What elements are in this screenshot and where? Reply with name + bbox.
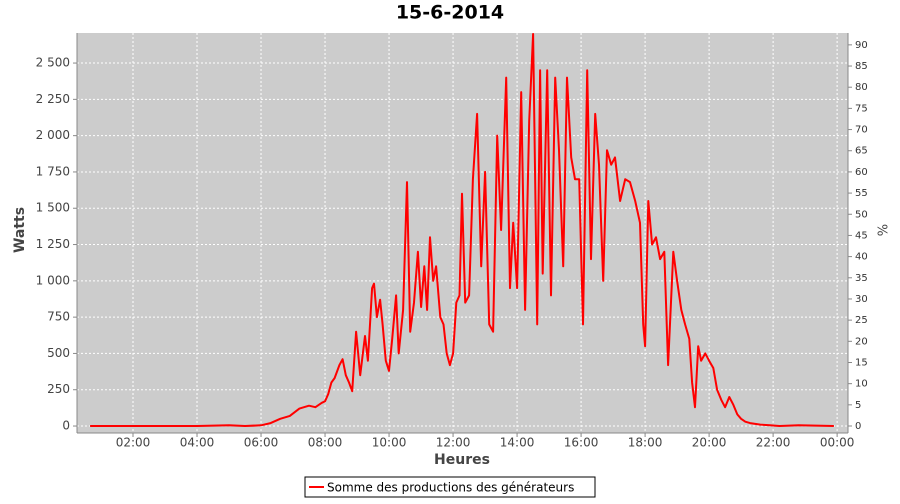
x-tick-label: 14:00 xyxy=(500,436,535,450)
y2-tick-label: 5 xyxy=(855,400,861,411)
y2-tick-label: 60 xyxy=(855,167,868,178)
y-tick-label: 250 xyxy=(47,382,70,396)
y2-tick-label: 35 xyxy=(855,273,868,284)
legend-label: Somme des productions des générateurs xyxy=(327,481,574,495)
x-axis-label: Heures xyxy=(434,452,490,468)
y2-axis-label: % xyxy=(877,224,892,236)
y-tick-label: 0 xyxy=(62,419,70,433)
y2-tick-label: 50 xyxy=(855,209,868,220)
y-tick-label: 2 250 xyxy=(36,92,70,106)
y-tick-label: 1 500 xyxy=(36,201,70,215)
y-tick-label: 1 250 xyxy=(36,237,70,251)
legend-box xyxy=(304,476,596,498)
y2-tick-label: 80 xyxy=(855,82,868,93)
x-tick-label: 16:00 xyxy=(564,436,599,450)
y2-tick-label: 90 xyxy=(855,40,868,51)
y-tick-label: 500 xyxy=(47,346,70,360)
x-tick-label: 06:00 xyxy=(244,436,279,450)
legend: Somme des productions des générateurs xyxy=(304,476,596,498)
x-tick-label: 12:00 xyxy=(436,436,471,450)
chart-title: 15-6-2014 xyxy=(396,2,504,24)
y-tick-label: 2 500 xyxy=(36,56,70,70)
y2-tick-label: 85 xyxy=(855,61,868,72)
x-tick-label: 02:00 xyxy=(116,436,151,450)
x-tick-label: 18:00 xyxy=(628,436,663,450)
y2-tick-label: 0 xyxy=(855,421,861,432)
y2-tick-label: 55 xyxy=(855,188,868,199)
y2-tick-label: 75 xyxy=(855,103,868,114)
y2-tick-label: 10 xyxy=(855,379,868,390)
x-tick-label: 10:00 xyxy=(372,436,407,450)
x-tick-label: 20:00 xyxy=(692,436,727,450)
y2-tick-label: 65 xyxy=(855,146,868,157)
y-tick-label: 1 000 xyxy=(36,273,70,287)
y2-tick-label: 40 xyxy=(855,252,868,263)
y2-tick-label: 70 xyxy=(855,125,868,136)
x-tick-label: 00:00 xyxy=(820,436,855,450)
y-axis-label: Watts xyxy=(12,207,28,253)
y2-tick-label: 30 xyxy=(855,294,868,305)
y-tick-label: 1 750 xyxy=(36,164,70,178)
y2-tick-label: 15 xyxy=(855,357,868,368)
y-tick-label: 750 xyxy=(47,310,70,324)
y2-tick-label: 25 xyxy=(855,315,868,326)
y-tick-label: 2 000 xyxy=(36,128,70,142)
x-tick-label: 22:00 xyxy=(756,436,791,450)
series-line xyxy=(90,33,834,427)
y2-tick-label: 45 xyxy=(855,230,868,241)
x-tick-label: 08:00 xyxy=(308,436,343,450)
y2-tick-label: 20 xyxy=(855,336,868,347)
x-tick-label: 04:00 xyxy=(180,436,215,450)
